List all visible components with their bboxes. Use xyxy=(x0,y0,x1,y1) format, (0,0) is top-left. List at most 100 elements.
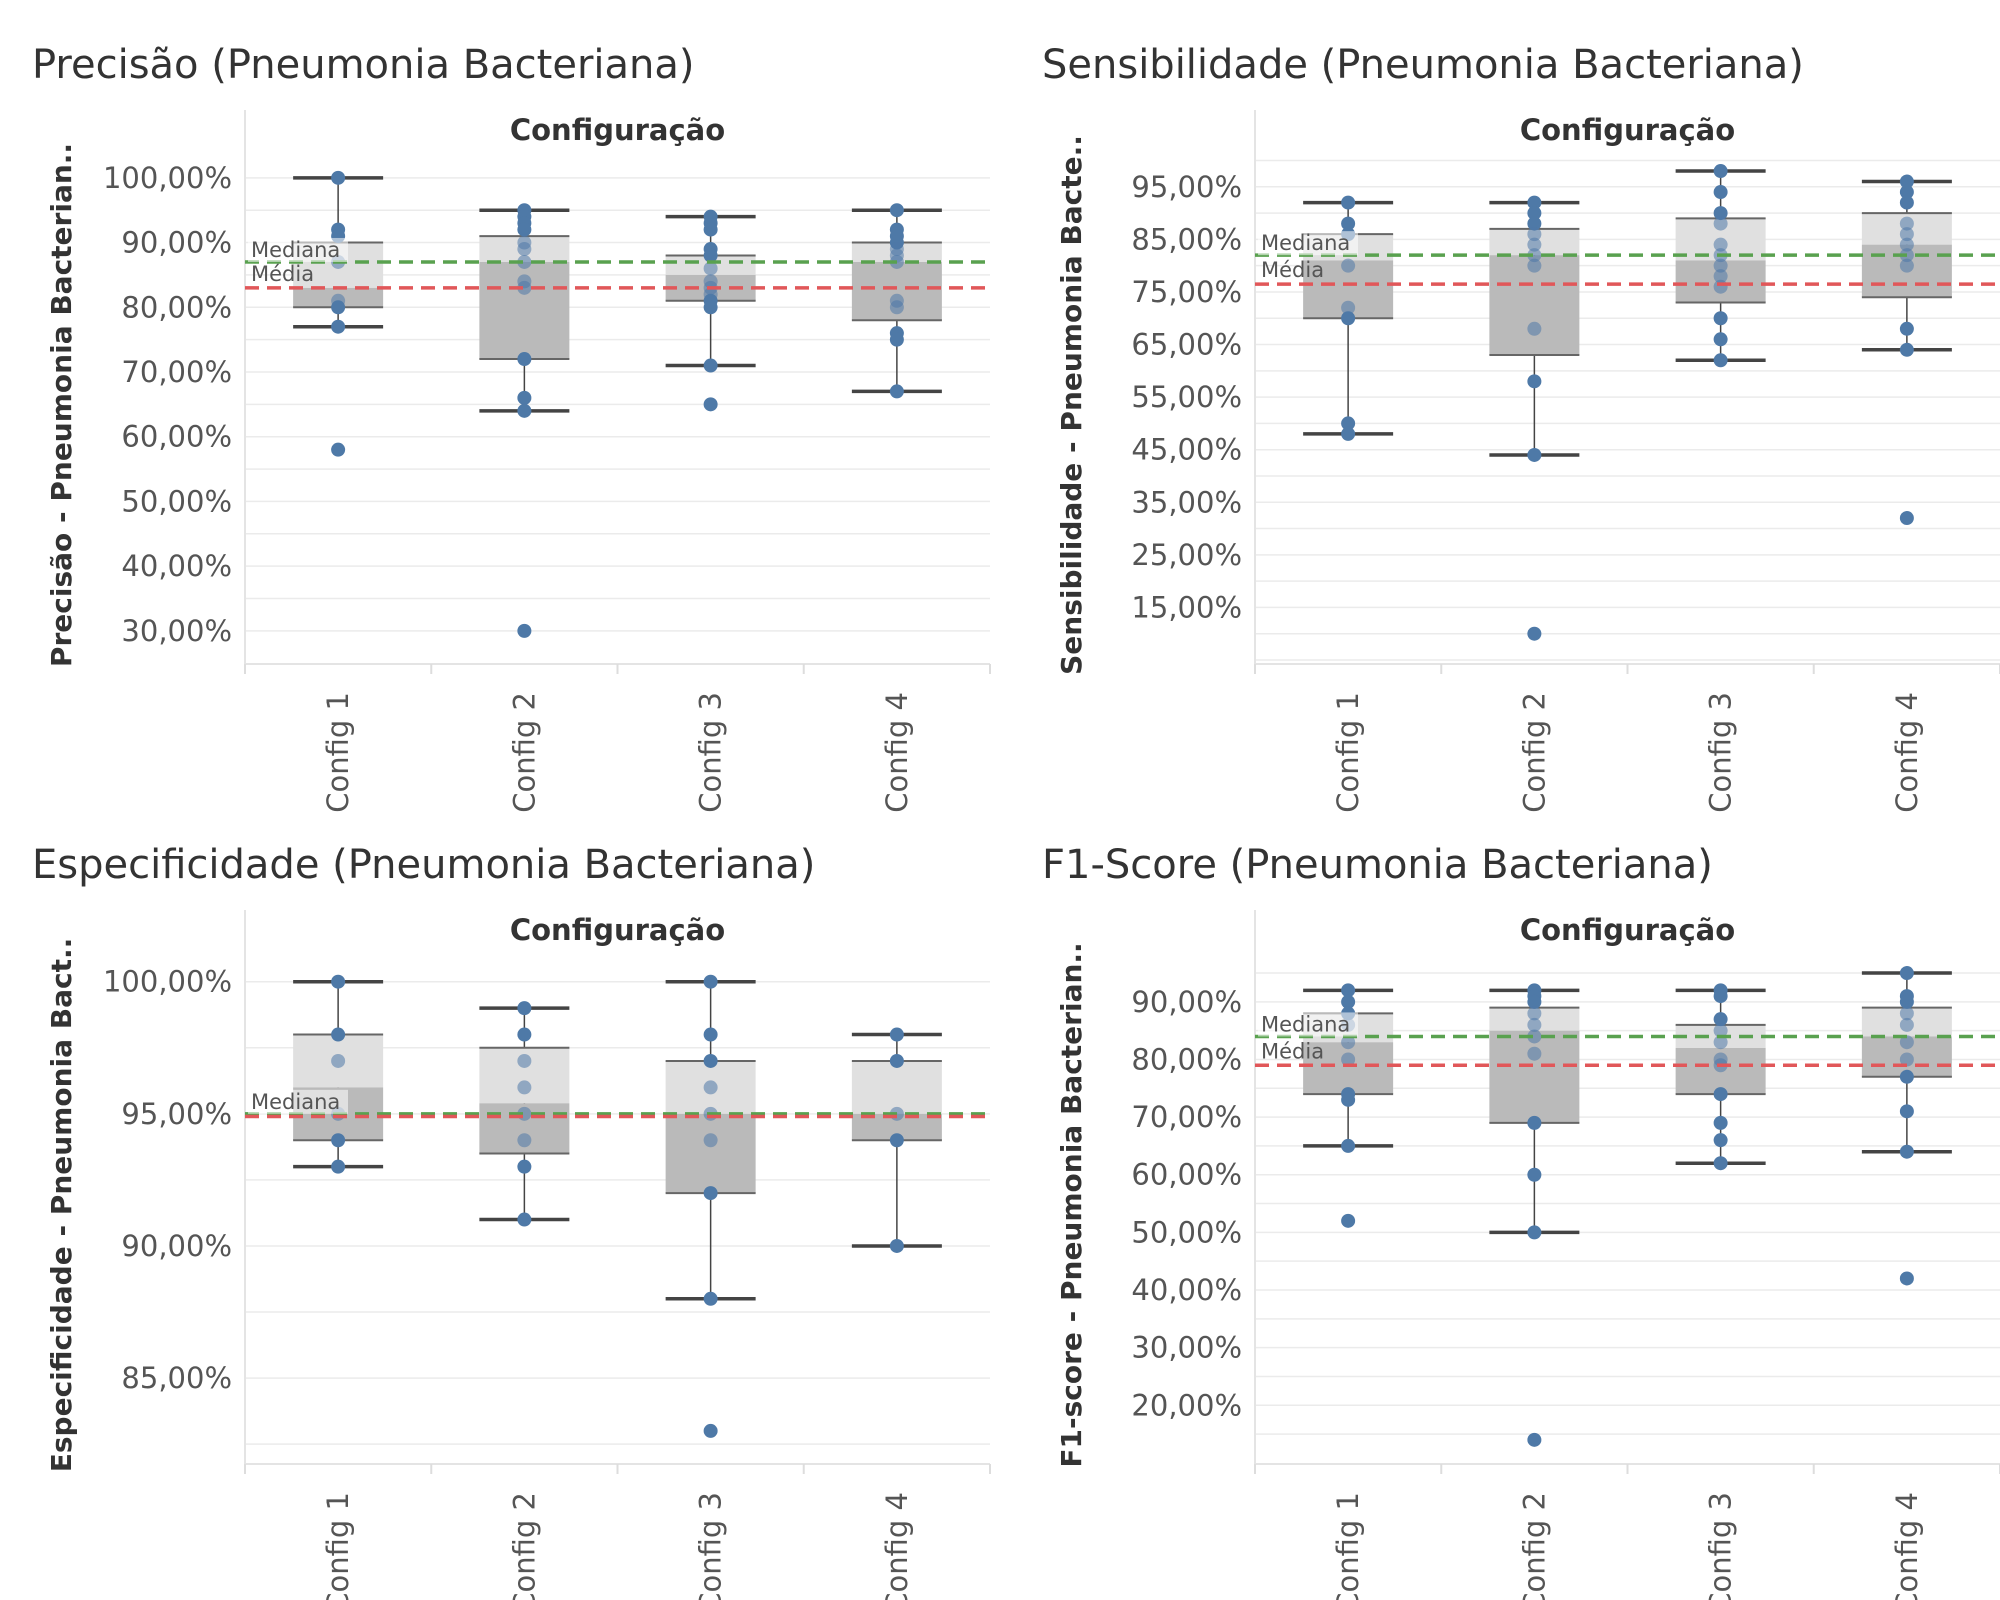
data-point xyxy=(703,1027,718,1042)
data-point xyxy=(331,1027,346,1042)
data-point xyxy=(1527,1432,1542,1447)
data-point xyxy=(703,1053,718,1068)
data-point xyxy=(1713,353,1728,368)
data-point xyxy=(331,300,346,315)
y-tick-label: 90,00% xyxy=(121,226,232,260)
data-point xyxy=(1341,994,1356,1009)
data-point xyxy=(517,403,532,418)
data-point xyxy=(889,1053,904,1068)
data-point xyxy=(703,397,718,412)
data-point xyxy=(1527,1046,1542,1061)
median-label: Mediana xyxy=(1261,1012,1350,1036)
data-point xyxy=(1713,332,1728,347)
data-point xyxy=(517,242,532,257)
data-point xyxy=(517,1080,532,1095)
data-point xyxy=(1713,237,1728,252)
data-point xyxy=(1341,416,1356,431)
category-label: Config 4 xyxy=(880,692,914,813)
y-tick-label: 50,00% xyxy=(121,484,232,518)
data-point xyxy=(1341,1138,1356,1153)
chart-svg: Precisão (Pneumonia Bacteriana) Configura… xyxy=(32,42,991,813)
data-point xyxy=(703,1133,718,1148)
y-tick-label: 70,00% xyxy=(1131,1100,1242,1134)
y-tick-label: 75,00% xyxy=(1131,275,1242,309)
median-label: Mediana xyxy=(251,238,340,262)
data-point xyxy=(1527,216,1542,231)
data-point xyxy=(703,222,718,237)
y-tick-label: 15,00% xyxy=(1131,590,1242,624)
data-point xyxy=(1899,1104,1914,1119)
data-point xyxy=(1341,1092,1356,1107)
category-label: Config 4 xyxy=(1890,1492,1924,1600)
data-point xyxy=(1527,1006,1542,1021)
y-tick-label: 80,00% xyxy=(121,290,232,324)
data-point xyxy=(703,248,718,263)
data-point xyxy=(1527,321,1542,336)
data-point xyxy=(1527,258,1542,273)
chart-title: F1-Score (Pneumonia Bacteriana) xyxy=(1042,842,1713,888)
mean-label: Média xyxy=(1261,258,1324,282)
data-point xyxy=(1899,195,1914,210)
y-tick-label: 25,00% xyxy=(1131,538,1242,572)
data-point xyxy=(1527,227,1542,242)
category-label: Config 1 xyxy=(1331,692,1365,813)
data-point xyxy=(517,254,532,269)
data-point xyxy=(331,1159,346,1174)
data-point xyxy=(1899,258,1914,273)
category-label: Config 4 xyxy=(1890,692,1924,813)
data-point xyxy=(1341,983,1356,998)
data-point xyxy=(331,1053,346,1068)
data-point xyxy=(1341,300,1356,315)
y-tick-label: 40,00% xyxy=(121,549,232,583)
data-point xyxy=(889,1133,904,1148)
category-label: Config 4 xyxy=(880,1492,914,1600)
data-point xyxy=(1341,1213,1356,1228)
box-lower xyxy=(1489,1030,1580,1123)
data-point xyxy=(1713,185,1728,200)
data-point xyxy=(1527,374,1542,389)
category-label: Config 3 xyxy=(1704,1492,1738,1600)
data-point xyxy=(1527,1225,1542,1240)
y-axis-label: F1-score - Pneumonia Bacterian.. xyxy=(1055,942,1088,1467)
box-upper xyxy=(851,1060,942,1114)
box-lower xyxy=(1303,1042,1394,1095)
data-point xyxy=(1899,342,1914,357)
y-tick-label: 100,00% xyxy=(103,161,232,195)
data-point xyxy=(1341,426,1356,441)
data-point xyxy=(331,1133,346,1148)
data-point xyxy=(1899,994,1914,1009)
data-point xyxy=(331,319,346,334)
data-point xyxy=(1527,1017,1542,1032)
panel-f1-score: F1-Score (Pneumonia Bacteriana) Configura… xyxy=(1010,800,2000,1600)
data-point xyxy=(1527,1167,1542,1182)
data-point xyxy=(1713,1115,1728,1130)
data-point xyxy=(331,170,346,185)
median-label-bg xyxy=(1258,1012,1358,1037)
y-tick-label: 65,00% xyxy=(1131,328,1242,362)
data-point xyxy=(517,222,532,237)
data-point xyxy=(1527,447,1542,462)
data-point xyxy=(889,384,904,399)
data-point xyxy=(889,203,904,218)
median-label-bg xyxy=(248,1089,348,1114)
data-point xyxy=(1341,1052,1356,1067)
data-point xyxy=(517,1159,532,1174)
mean-label: Média xyxy=(1261,1039,1324,1063)
data-point xyxy=(1713,1012,1728,1027)
y-tick-label: 45,00% xyxy=(1131,433,1242,467)
data-point xyxy=(1527,237,1542,252)
data-point xyxy=(517,1212,532,1227)
data-point xyxy=(517,352,532,367)
category-label: Config 3 xyxy=(694,1492,728,1600)
data-point xyxy=(1527,248,1542,263)
y-tick-label: 20,00% xyxy=(1131,1388,1242,1422)
y-tick-label: 100,00% xyxy=(103,965,232,999)
data-point xyxy=(1527,206,1542,221)
category-label: Config 2 xyxy=(1517,1492,1551,1600)
y-tick-label: 85,00% xyxy=(121,1361,232,1395)
data-point xyxy=(1713,989,1728,1004)
y-tick-label: 60,00% xyxy=(121,420,232,454)
data-point xyxy=(1899,237,1914,252)
data-point xyxy=(1341,311,1356,326)
panel-especificidade: Especificidade (Pneumonia Bacteriana) Con… xyxy=(0,800,991,1600)
